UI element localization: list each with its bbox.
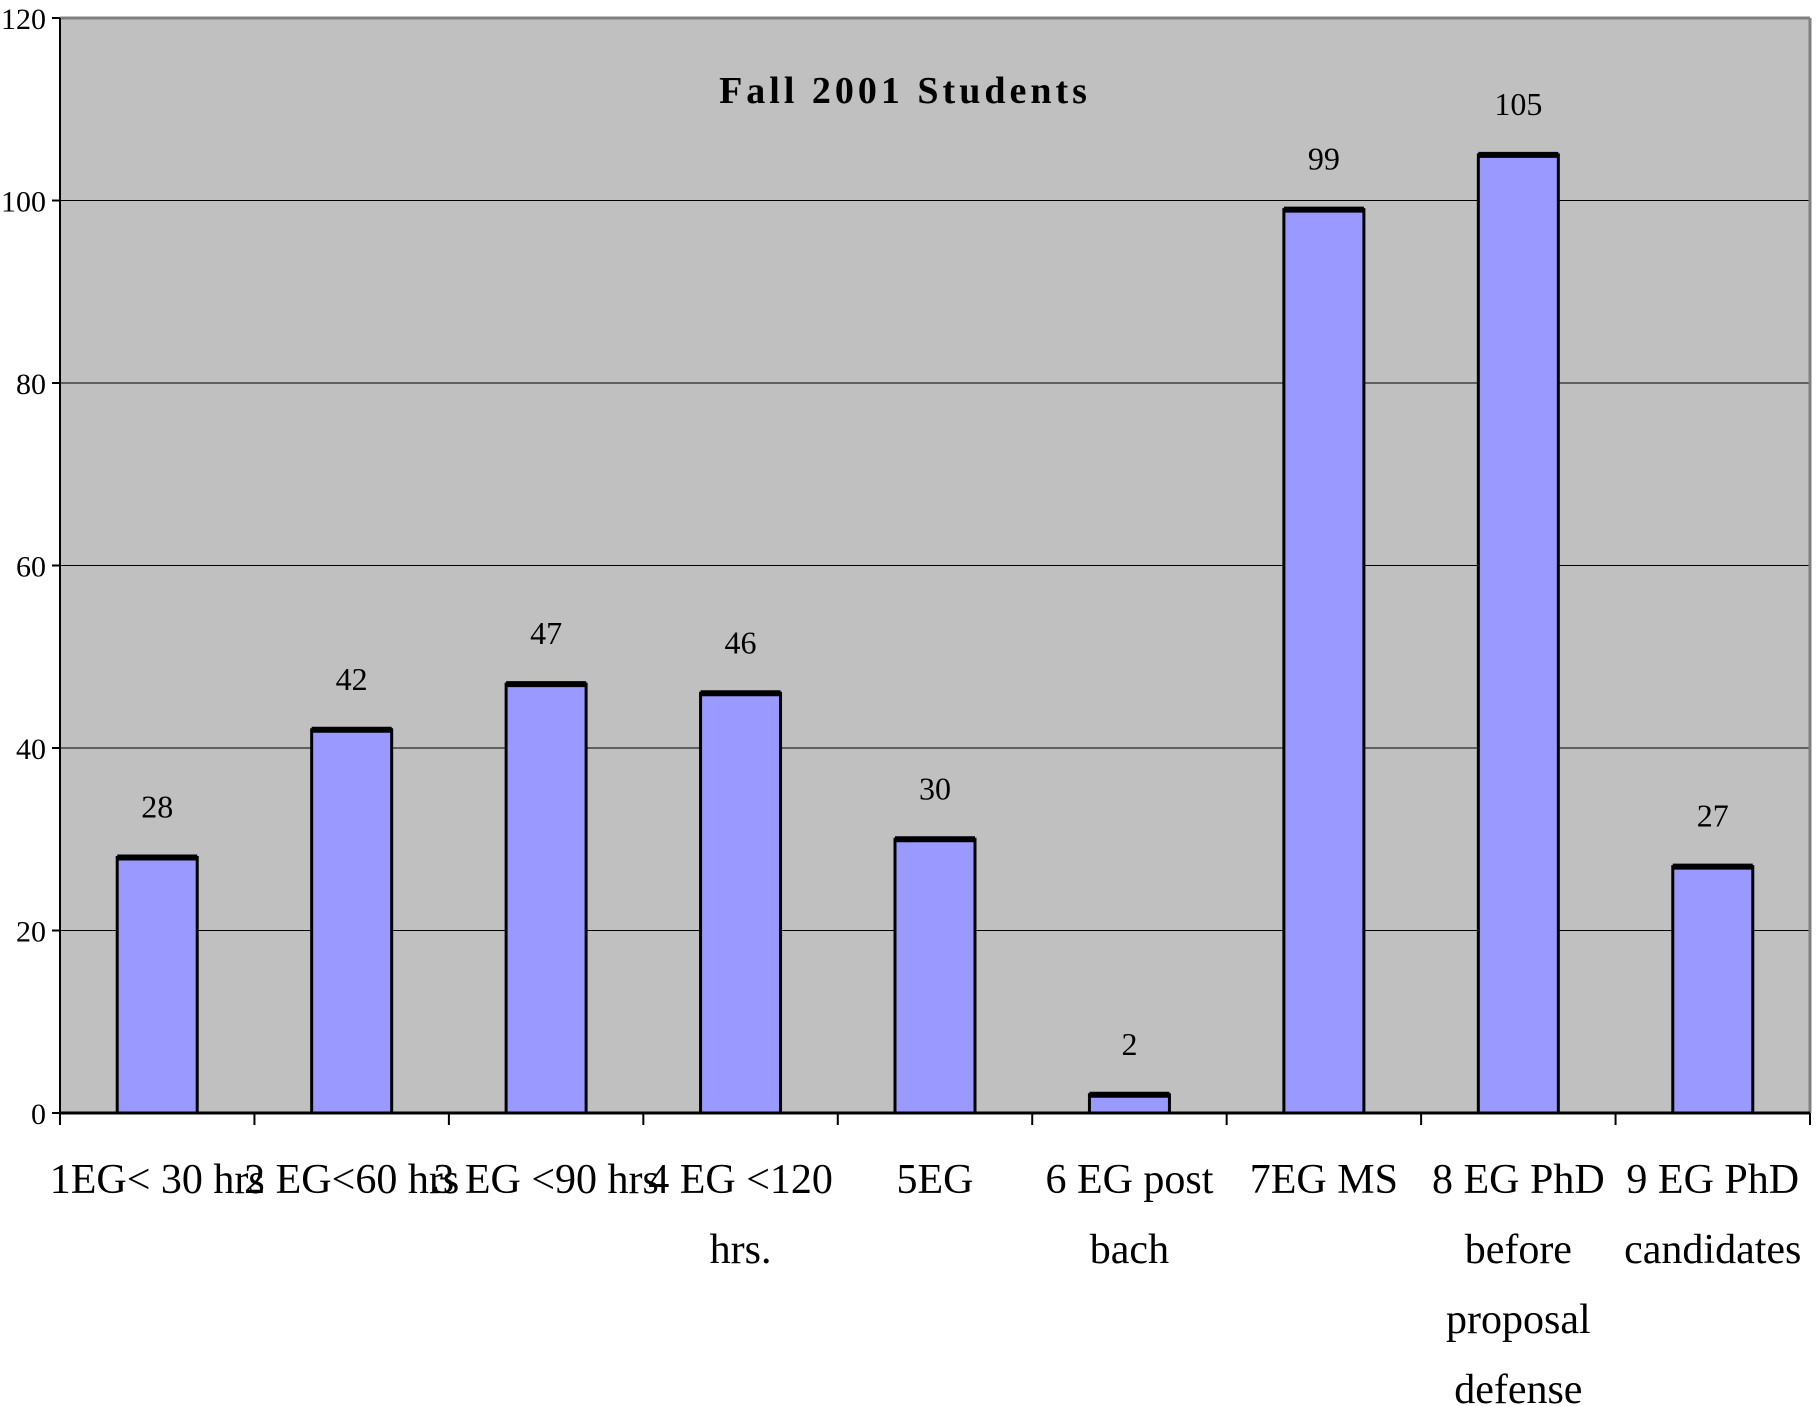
data-label: 105	[1494, 86, 1542, 122]
x-tick-label-line: 5EG	[897, 1157, 974, 1203]
data-label: 28	[141, 789, 173, 825]
data-label: 42	[336, 661, 368, 697]
y-tick-label: 120	[1, 3, 46, 36]
x-tick-label-line: before	[1465, 1227, 1572, 1273]
x-tick-label-line: 2 EG<60 hrs	[244, 1157, 459, 1203]
x-tick-label-line: hrs.	[710, 1227, 772, 1273]
bar	[1671, 865, 1755, 1115]
y-tick-label: 60	[16, 551, 46, 584]
y-tick-label: 0	[31, 1098, 46, 1131]
x-tick-label-line: bach	[1090, 1227, 1169, 1273]
bar	[115, 856, 199, 1115]
x-tick-label-line: proposal	[1446, 1297, 1591, 1343]
x-tick-label: 9 EG PhD candidates	[1624, 1157, 1801, 1273]
data-label: 2	[1121, 1026, 1137, 1062]
bar	[310, 728, 394, 1115]
y-tick-label: 80	[16, 368, 46, 401]
data-label: 47	[530, 615, 562, 651]
x-tick-label-line: 1EG< 30 hrs	[50, 1157, 265, 1203]
data-label: 99	[1308, 141, 1340, 177]
x-tick-label: 1EG< 30 hrs	[50, 1157, 265, 1203]
x-tick-label: 6 EG post bach	[1045, 1157, 1213, 1273]
bar	[699, 691, 783, 1115]
chart-title: Fall 2001 Students	[719, 70, 1091, 112]
x-tick-label-line: 8 EG PhD	[1432, 1157, 1605, 1203]
data-label: 46	[725, 624, 757, 660]
bars	[115, 151, 1755, 1115]
x-tick-label: 7EG MS	[1250, 1157, 1398, 1203]
x-tick-label-line: candidates	[1624, 1227, 1801, 1273]
x-tick-label-line: 7EG MS	[1250, 1157, 1398, 1203]
y-axis: 0 20 40 60 80 100 120	[1, 3, 61, 1131]
x-tick-label-line: 9 EG PhD	[1626, 1157, 1799, 1203]
x-tick-label-line: 6 EG post	[1045, 1157, 1213, 1203]
data-label: 30	[919, 770, 951, 806]
x-tick-label: 3 EG <90 hrs	[433, 1157, 659, 1203]
x-tick-label: 4 EG <120 hrs.	[648, 1157, 833, 1273]
bar	[1476, 153, 1560, 1115]
bar	[504, 682, 588, 1115]
x-tick-label-line: 4 EG <120	[648, 1157, 833, 1203]
y-tick-label: 100	[1, 186, 46, 219]
bar	[1282, 208, 1366, 1115]
y-tick-label: 20	[16, 916, 46, 949]
data-labels: 28 42 47 46 30 2 99 105 27	[141, 86, 1729, 1062]
x-tick-label-line: 3 EG <90 hrs	[433, 1157, 659, 1203]
x-tick-label-line: defense	[1454, 1367, 1582, 1406]
x-tick-label: 2 EG<60 hrs	[244, 1157, 459, 1203]
bar	[893, 837, 977, 1115]
x-tick-label: 5EG	[897, 1157, 974, 1203]
y-tick-label: 40	[16, 733, 46, 766]
data-label: 27	[1697, 798, 1729, 834]
x-tick-label: 8 EG PhD before proposal defense	[1432, 1157, 1605, 1406]
